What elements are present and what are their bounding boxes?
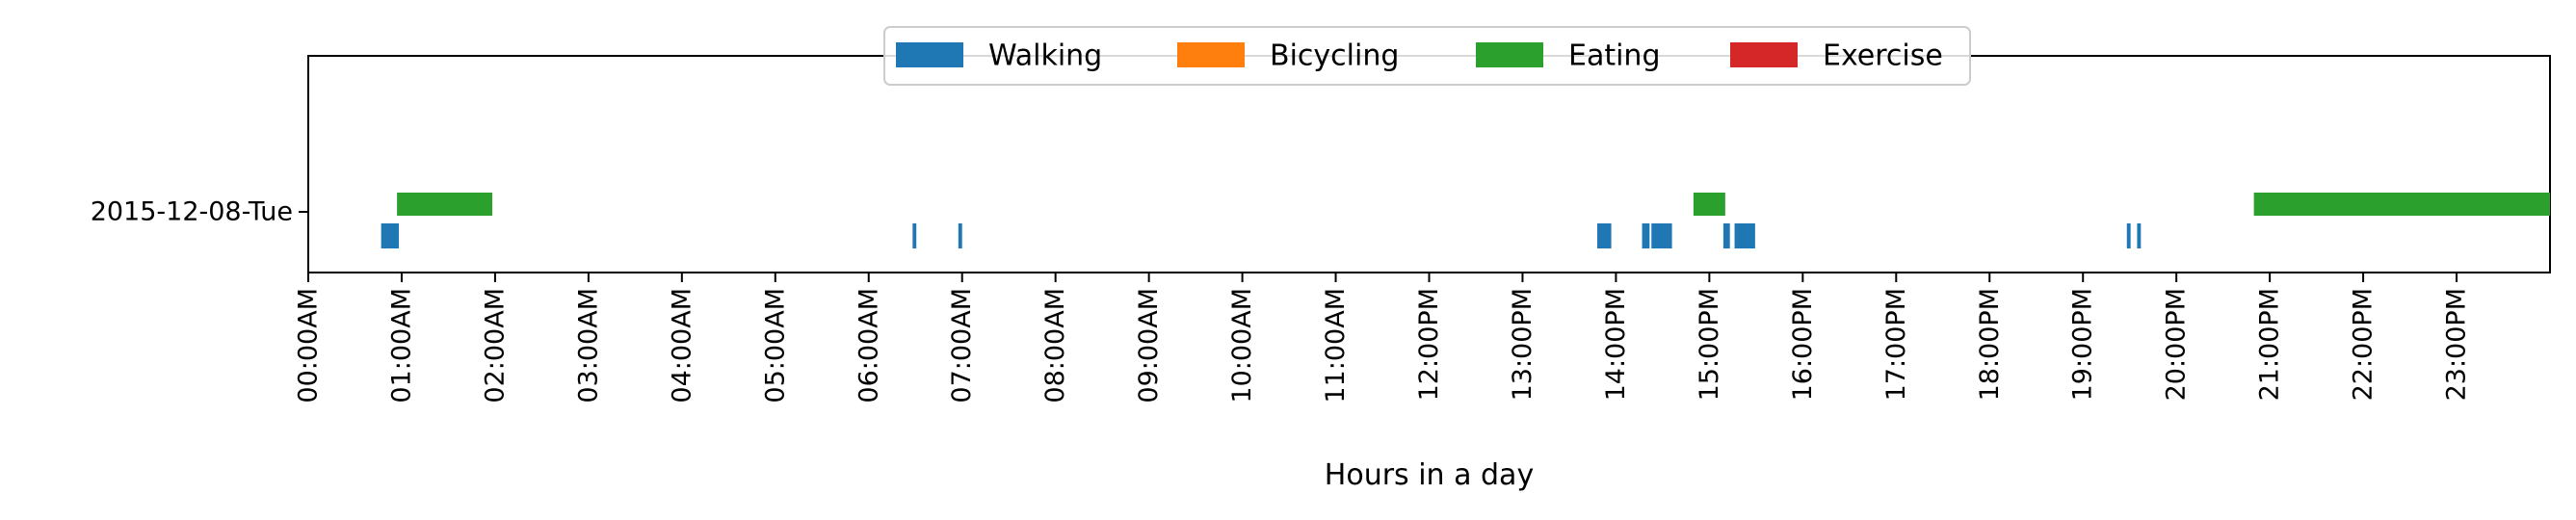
x-tick-label: 03:00AM <box>573 288 603 403</box>
walking-bar-7 <box>1723 223 1730 248</box>
x-tick-label: 01:00AM <box>386 288 416 403</box>
x-tick-label: 05:00AM <box>760 288 790 403</box>
x-tick-label: 07:00AM <box>947 288 977 403</box>
x-tick-label: 15:00PM <box>1695 288 1724 401</box>
x-tick-label: 16:00PM <box>1788 288 1818 401</box>
x-tick-label: 20:00PM <box>2162 288 2192 401</box>
x-tick-label: 11:00AM <box>1321 288 1351 403</box>
legend-label-walking: Walking <box>988 39 1102 73</box>
x-tick-label: 18:00PM <box>1975 288 2005 401</box>
eating-bar-1 <box>397 193 492 216</box>
legend-swatch-walking <box>896 42 963 67</box>
y-axis: 2015-12-08-Tue <box>91 197 308 227</box>
walking-bar-4 <box>1597 223 1612 248</box>
eating-bar-2 <box>1694 193 1725 216</box>
walking-bar-5 <box>1643 223 1650 248</box>
y-tick-label: 2015-12-08-Tue <box>91 197 293 227</box>
x-tick-label: 06:00AM <box>854 288 883 403</box>
x-tick-label: 10:00AM <box>1227 288 1257 403</box>
legend-swatch-exercise <box>1730 42 1798 67</box>
x-tick-label: 13:00PM <box>1508 288 1538 401</box>
walking-bar-8 <box>1735 223 1755 248</box>
x-tick-label: 00:00AM <box>294 288 324 403</box>
walking-bar-2 <box>912 223 916 248</box>
x-tick-label: 17:00PM <box>1881 288 1911 401</box>
x-tick-label: 12:00PM <box>1414 288 1444 401</box>
legend-label-exercise: Exercise <box>1823 39 1943 73</box>
walking-bar-1 <box>381 223 399 248</box>
x-tick-label: 23:00PM <box>2442 288 2472 401</box>
x-tick-label: 21:00PM <box>2255 288 2285 401</box>
walking-bar-6 <box>1651 223 1671 248</box>
legend-label-bicycling: Bicycling <box>1270 39 1399 73</box>
walking-bar-10 <box>2137 223 2141 248</box>
x-tick-label: 08:00AM <box>1040 288 1070 403</box>
legend-swatch-eating <box>1476 42 1543 67</box>
legend: Walking Bicycling Eating Exercise <box>884 27 1970 85</box>
x-axis-title: Hours in a day <box>1325 458 1534 492</box>
x-tick-label: 04:00AM <box>667 288 697 403</box>
eating-bar-3 <box>2254 193 2550 216</box>
legend-label-eating: Eating <box>1568 39 1661 73</box>
legend-swatch-bicycling <box>1177 42 1245 67</box>
x-tick-label: 14:00PM <box>1601 288 1631 401</box>
x-tick-label: 09:00AM <box>1134 288 1164 403</box>
x-tick-label: 02:00AM <box>480 288 510 403</box>
walking-bar-9 <box>2127 223 2131 248</box>
walking-bar-3 <box>959 223 962 248</box>
x-tick-label: 22:00PM <box>2349 288 2379 401</box>
x-tick-label: 19:00PM <box>2068 288 2098 401</box>
